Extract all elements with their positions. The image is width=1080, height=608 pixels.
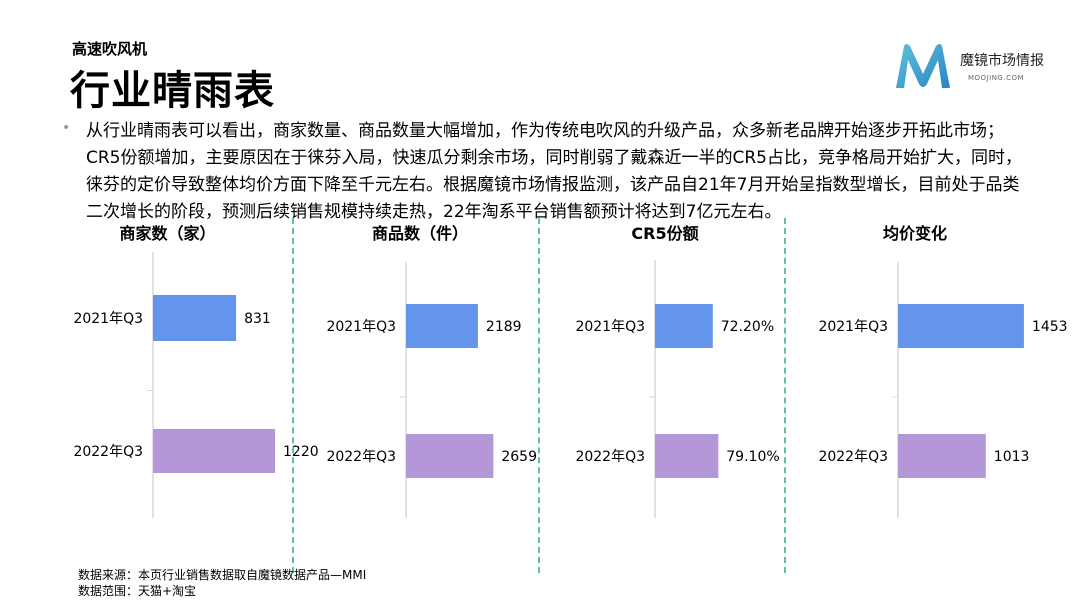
value-label: 79.10% — [726, 449, 779, 465]
moojing-logo-icon — [896, 44, 950, 88]
divider-2 — [538, 218, 540, 573]
chart-cr5-share: CR5份额 2021年Q3 72.20% 2022年Q3 79.10% — [545, 218, 785, 558]
value-label: 72.20% — [721, 319, 774, 335]
summary-paragraph: 从行业晴雨表可以看出，商家数量、商品数量大幅增加，作为传统电吹风的升级产品，众多… — [86, 121, 1022, 222]
page-subtitle: 高速吹风机 — [72, 40, 148, 58]
source-line: 数据来源：本页行业销售数据取自魔镜数据产品—MMI — [78, 568, 367, 582]
bullet-dot: • — [62, 120, 71, 136]
bar-2021-q3 — [406, 304, 478, 348]
chart-plot: 2021年Q3 831 2022年Q3 1220 — [73, 252, 319, 518]
divider-1 — [292, 218, 294, 573]
bar-2022-q3 — [153, 429, 275, 473]
category-label: 2021年Q3 — [575, 319, 645, 335]
category-label: 2022年Q3 — [326, 449, 396, 465]
value-label: 831 — [244, 311, 271, 327]
bar-2022-q3 — [898, 434, 986, 478]
scope-line: 数据范围：天猫+淘宝 — [78, 584, 197, 598]
page-title: 行业晴雨表 — [70, 68, 275, 114]
chart-merchant-count: 商家数（家） 2021年Q3 831 2022年Q3 1220 — [40, 218, 319, 558]
category-label: 2021年Q3 — [73, 311, 143, 327]
divider-3 — [784, 218, 786, 573]
value-label: 2659 — [501, 449, 537, 465]
bar-2022-q3 — [406, 434, 494, 478]
bar-2021-q3 — [898, 304, 1024, 348]
chart-plot: 2021年Q3 1453 2022年Q3 1013 — [818, 262, 1068, 518]
logo-url: MOOJING.COM — [968, 74, 1025, 82]
category-label: 2022年Q3 — [575, 449, 645, 465]
chart-plot: 2021年Q3 2189 2022年Q3 2659 — [326, 262, 537, 518]
category-label: 2022年Q3 — [73, 444, 143, 460]
bar-2022-q3 — [655, 434, 719, 478]
value-label: 1220 — [283, 444, 319, 460]
chart-title: CR5份额 — [631, 224, 699, 243]
data-source-note: 数据来源：本页行业销售数据取自魔镜数据产品—MMI 数据范围：天猫+淘宝 — [78, 567, 366, 599]
chart-average-price: 均价变化 2021年Q3 1453 2022年Q3 1013 — [790, 218, 1068, 558]
value-label: 2189 — [486, 319, 522, 335]
chart-title: 商家数（家） — [119, 224, 216, 243]
chart-plot: 2021年Q3 72.20% 2022年Q3 79.10% — [575, 260, 780, 518]
logo-name: 魔镜市场情报 — [960, 53, 1044, 69]
chart-title: 商品数（件） — [371, 224, 468, 243]
bar-2021-q3 — [655, 304, 713, 348]
category-label: 2021年Q3 — [818, 319, 888, 335]
chart-product-count: 商品数（件） 2021年Q3 2189 2022年Q3 2659 — [300, 218, 540, 558]
value-label: 1453 — [1032, 319, 1068, 335]
moojing-logo: 魔镜市场情报 MOOJING.COM — [892, 40, 1062, 96]
chart-title: 均价变化 — [882, 224, 947, 243]
category-label: 2021年Q3 — [326, 319, 396, 335]
category-label: 2022年Q3 — [818, 449, 888, 465]
bar-2021-q3 — [153, 295, 237, 341]
value-label: 1013 — [994, 449, 1030, 465]
